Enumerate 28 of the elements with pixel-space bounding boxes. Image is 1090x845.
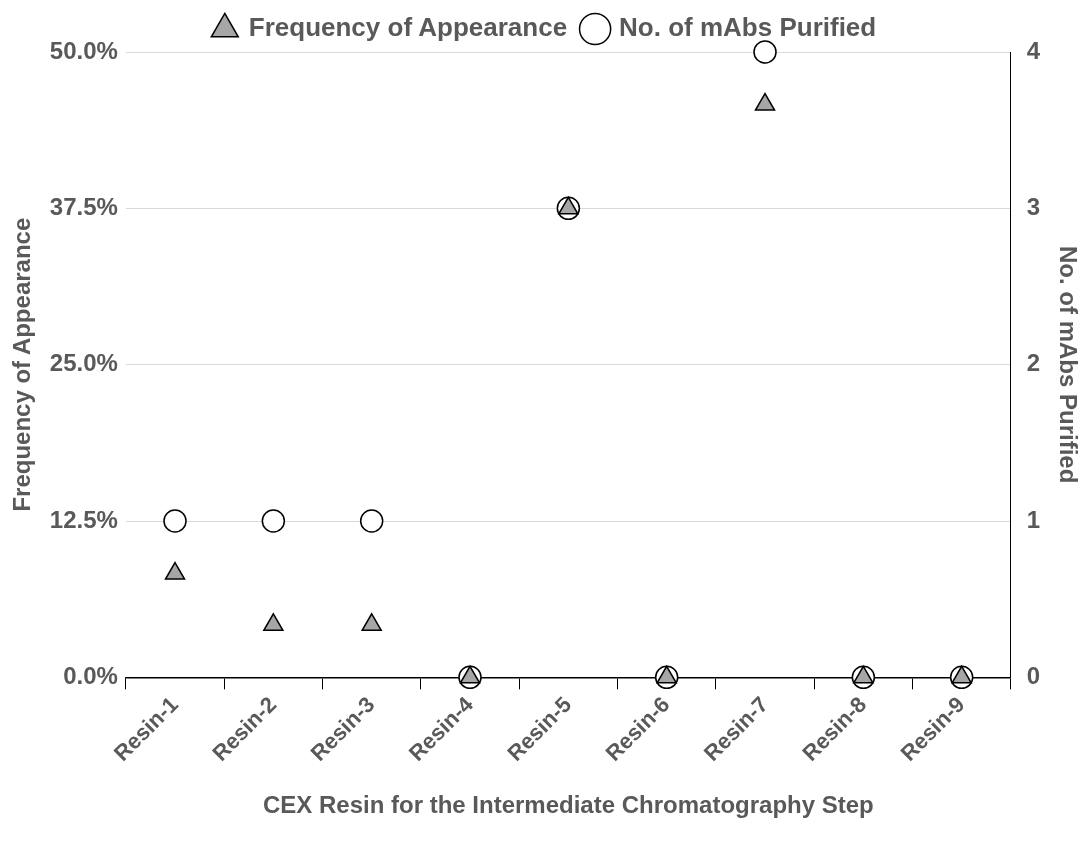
point xyxy=(459,665,481,684)
point xyxy=(359,509,384,533)
point xyxy=(164,561,186,580)
point xyxy=(754,92,776,111)
legend-label: No. of mAbs Purified xyxy=(619,12,877,43)
y2-tick-label: 0 xyxy=(1026,661,1041,689)
point xyxy=(263,613,284,632)
point xyxy=(558,196,579,215)
point xyxy=(261,509,286,533)
y2-tick-label: 4 xyxy=(1026,36,1041,64)
y2-axis-title: No. of mAbs Purified xyxy=(1054,246,1082,484)
point xyxy=(753,40,777,64)
legend-label: Frequency of Appearance xyxy=(248,12,568,43)
y-tick-label: 50.0% xyxy=(49,36,118,64)
y-tick-label: 37.5% xyxy=(49,192,118,220)
point xyxy=(163,509,187,533)
point xyxy=(361,613,382,632)
point xyxy=(656,665,677,684)
x-axis-title: CEX Resin for the Intermediate Chromatography Step xyxy=(262,791,874,819)
y2-tick-label: 2 xyxy=(1026,349,1041,377)
y2-tick-label: 1 xyxy=(1026,505,1041,533)
y-tick-label: 25.0% xyxy=(49,349,118,377)
point xyxy=(853,665,874,684)
point xyxy=(951,665,972,684)
y-axis-title: Frequency of Appearance xyxy=(8,217,36,512)
y-tick-label: 0.0% xyxy=(63,661,118,689)
y-tick-label: 12.5% xyxy=(49,505,118,533)
y2-tick-label: 3 xyxy=(1026,192,1041,220)
